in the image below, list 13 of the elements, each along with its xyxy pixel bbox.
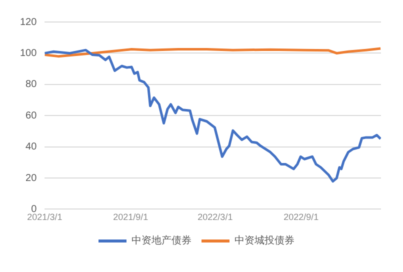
y-tick-label: 0 [31, 204, 38, 215]
legend-label: 中资城投债券 [234, 234, 294, 247]
y-tick-label: 40 [26, 142, 38, 153]
x-tick-label: 2021/3/1 [27, 212, 62, 222]
x-tick-label: 2021/9/1 [113, 212, 148, 222]
x-tick-label: 2022/9/1 [284, 212, 319, 222]
y-tick-label: 20 [26, 172, 38, 184]
y-tick-label: 80 [26, 79, 38, 90]
y-tick-label: 100 [20, 48, 38, 59]
legend-label: 中资地产债券 [132, 234, 192, 247]
y-tick-label: 60 [26, 110, 38, 122]
y-tick-label: 120 [20, 16, 38, 28]
x-tick-label: 2022/3/1 [198, 212, 233, 222]
